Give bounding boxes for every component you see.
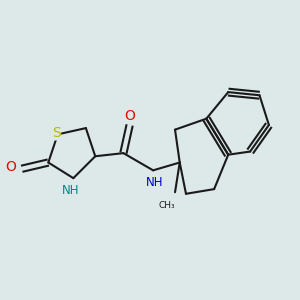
Text: S: S [52,126,61,140]
Text: NH: NH [61,184,79,196]
Text: NH: NH [146,176,164,189]
Text: O: O [5,160,16,174]
Text: CH₃: CH₃ [159,201,175,210]
Text: O: O [124,109,135,123]
